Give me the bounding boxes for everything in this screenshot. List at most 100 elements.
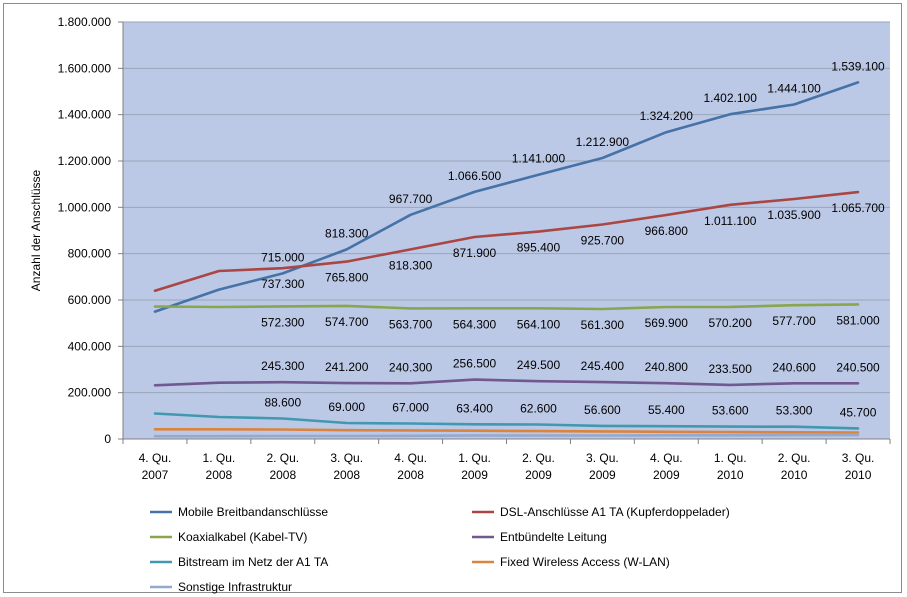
x-tick-label: 2008 [206, 468, 233, 482]
x-tick-label: 2. Qu. [778, 451, 811, 465]
data-label: 56.600 [584, 403, 621, 417]
y-tick-label: 1.400.000 [58, 108, 112, 122]
data-label: 569.900 [645, 316, 689, 330]
data-label: 895.400 [517, 241, 561, 255]
x-tick-label: 2008 [269, 468, 296, 482]
data-label: 966.800 [645, 224, 689, 238]
y-tick-label: 1.000.000 [58, 200, 112, 214]
data-label: 967.700 [389, 192, 433, 206]
y-axis-title: Anzahl der Anschlüsse [29, 169, 43, 291]
x-tick-label: 2010 [781, 468, 808, 482]
x-tick-label: 2010 [845, 468, 872, 482]
data-label: 53.600 [712, 404, 749, 418]
data-label: 63.400 [456, 401, 493, 415]
series-line [153, 427, 860, 434]
series-line [153, 378, 860, 387]
data-label: 581.000 [836, 313, 880, 327]
data-label: 715.000 [261, 250, 305, 264]
data-label: 1.035.900 [767, 208, 821, 222]
x-tick-label: 2009 [653, 468, 680, 482]
data-label: 1.011.100 [704, 214, 757, 228]
data-label: 564.100 [517, 317, 561, 331]
x-tick-label: 4. Qu. [650, 451, 683, 465]
data-label: 737.300 [261, 277, 305, 291]
data-label: 62.600 [520, 401, 557, 415]
data-label: 818.300 [325, 226, 369, 240]
x-tick-label: 1. Qu. [203, 451, 236, 465]
x-tick-label: 2. Qu. [266, 451, 299, 465]
data-label: 53.300 [776, 404, 813, 418]
data-label: 67.000 [392, 400, 429, 414]
data-label: 1.212.900 [576, 135, 630, 149]
data-label: 240.600 [772, 360, 816, 374]
data-label: 871.900 [453, 246, 497, 260]
legend-label: Entbündelte Leitung [500, 530, 607, 544]
data-label: 1.402.100 [704, 91, 758, 105]
x-tick-label: 2008 [333, 468, 360, 482]
data-label: 564.300 [453, 317, 497, 331]
data-label: 572.300 [261, 315, 305, 329]
data-label: 233.500 [709, 362, 753, 376]
data-label: 241.200 [325, 360, 369, 374]
data-label: 577.700 [772, 314, 816, 328]
data-label: 249.500 [517, 358, 561, 372]
y-tick-label: 400.000 [68, 339, 112, 353]
x-tick-label: 4. Qu. [139, 451, 172, 465]
legend-label: Koaxialkabel (Kabel-TV) [178, 530, 307, 544]
series-line [153, 412, 860, 430]
data-label: 88.600 [264, 395, 301, 409]
data-label: 574.700 [325, 315, 369, 329]
x-tick-label: 2008 [397, 468, 424, 482]
data-label: 1.141.000 [512, 152, 566, 166]
data-label: 925.700 [581, 234, 625, 248]
data-label: 1.066.500 [448, 169, 502, 183]
y-tick-label: 800.000 [68, 247, 112, 261]
x-tick-label: 2009 [589, 468, 616, 482]
legend-label: DSL-Anschlüsse A1 TA (Kupferdoppelader) [500, 505, 730, 519]
data-label: 240.300 [389, 360, 433, 374]
x-tick-label: 1. Qu. [714, 451, 747, 465]
x-tick-label: 3. Qu. [330, 451, 363, 465]
x-tick-label: 2009 [525, 468, 552, 482]
data-label: 240.800 [645, 360, 689, 374]
data-label: 570.200 [709, 316, 753, 330]
series-line [153, 190, 860, 293]
legend-label: Mobile Breitbandanschlüsse [178, 505, 328, 519]
x-tick-label: 4. Qu. [394, 451, 427, 465]
data-label: 55.400 [648, 403, 685, 417]
series-line [153, 303, 860, 311]
data-label: 1.444.100 [767, 81, 821, 95]
data-label: 1.539.100 [831, 59, 885, 73]
y-tick-label: 1.600.000 [58, 61, 112, 75]
data-label: 765.800 [325, 271, 369, 285]
x-tick-label: 2010 [717, 468, 744, 482]
data-label: 561.300 [581, 318, 625, 332]
x-tick-label: 2009 [461, 468, 488, 482]
data-label: 245.300 [261, 359, 305, 373]
y-tick-label: 600.000 [68, 293, 112, 307]
legend-label: Bitstream im Netz der A1 TA [178, 555, 328, 569]
y-tick-label: 1.800.000 [58, 15, 112, 29]
y-tick-label: 200.000 [68, 386, 112, 400]
data-label: 818.300 [389, 258, 433, 272]
data-label: 240.500 [836, 360, 880, 374]
data-label: 1.065.700 [831, 201, 885, 215]
data-label: 1.324.200 [640, 109, 694, 123]
y-tick-label: 0 [104, 432, 111, 446]
x-tick-label: 2. Qu. [522, 451, 555, 465]
data-label: 563.700 [389, 317, 433, 331]
data-label: 245.400 [581, 359, 625, 373]
x-tick-label: 3. Qu. [842, 451, 875, 465]
data-label: 69.000 [328, 400, 365, 414]
series-line [153, 433, 860, 438]
x-tick-label: 3. Qu. [586, 451, 619, 465]
data-label: 256.500 [453, 357, 497, 371]
data-label: 45.700 [840, 405, 877, 419]
x-tick-label: 1. Qu. [458, 451, 491, 465]
x-tick-label: 2007 [142, 468, 169, 482]
legend-label: Sonstige Infrastruktur [178, 580, 292, 594]
y-tick-label: 1.200.000 [58, 154, 112, 168]
plot-area [123, 22, 890, 439]
series-line [153, 81, 860, 313]
